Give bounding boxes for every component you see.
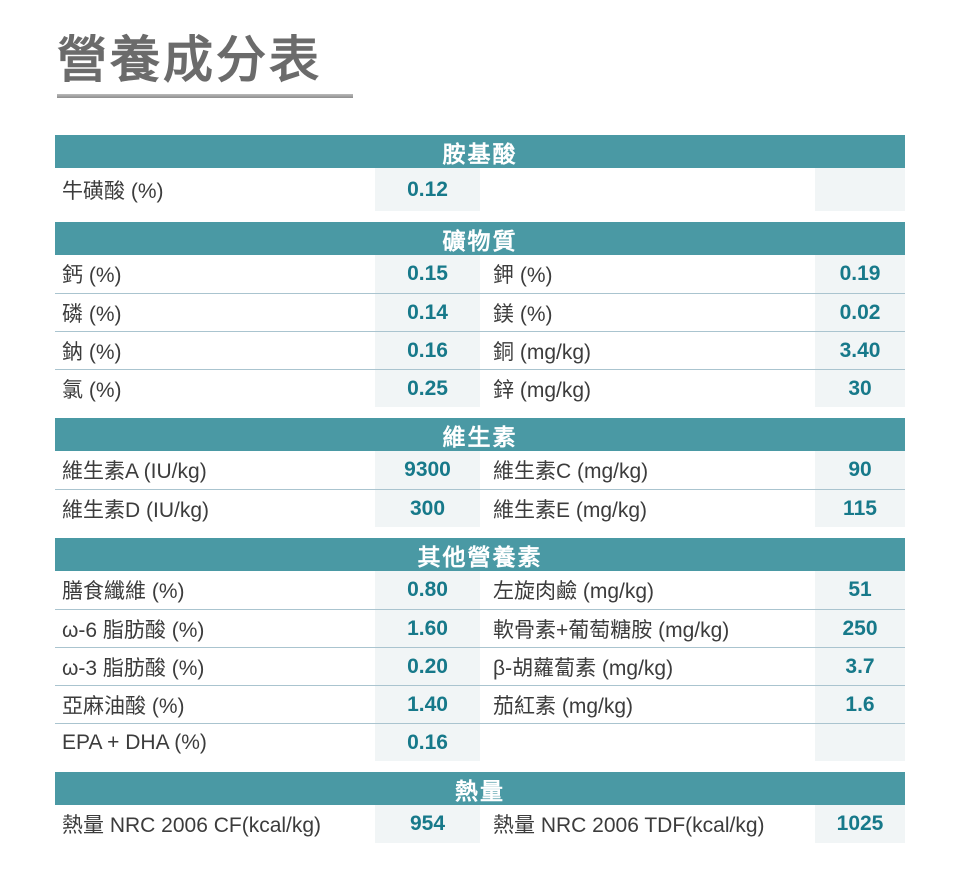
- title-underline: [57, 94, 353, 98]
- nutrient-value: 954: [375, 805, 480, 843]
- table-row: 鈉 (%) 0.16 銅 (mg/kg) 3.40: [55, 331, 905, 369]
- section-0: 胺基酸牛磺酸 (%) 0.12: [55, 135, 905, 211]
- nutrient-value: 0.16: [375, 332, 480, 369]
- nutrient-name: 膳食纖維 (%): [62, 580, 185, 603]
- section-4: 熱量 熱量 NRC 2006 CF(kcal/kg) 954 熱量 NRC 2006 …: [55, 772, 905, 843]
- nutrient-name: 熱量 NRC 2006 TDF(kcal/kg): [493, 814, 765, 837]
- nutrient-name: 鎂 (%): [493, 302, 553, 326]
- nutrient-value: 0.15: [375, 255, 480, 293]
- table-row: 亞麻油酸 (%) 1.40 茄紅素 (mg/kg) 1.6: [55, 685, 905, 723]
- table-row: EPA + DHA (%) 0.16: [55, 723, 905, 761]
- nutrient-name: 鉀 (%): [493, 264, 553, 287]
- table-row: 維生素D (IU/kg) 300 維生素E (mg/kg) 115: [55, 489, 905, 527]
- nutrient-value: [815, 724, 905, 761]
- nutrient-value: 0.02: [815, 294, 905, 331]
- nutrient-name: 銅 (mg/kg): [493, 340, 592, 364]
- table-row: 牛磺酸 (%) 0.12: [55, 168, 905, 211]
- nutrient-value: 250: [815, 610, 905, 647]
- nutrient-value: 9300: [375, 451, 480, 489]
- section-2: 維生素 維生素A (IU/kg) 9300 維生素C (mg/kg) 90 維生素D (I…: [55, 418, 905, 527]
- nutrient-name: β-胡蘿蔔素 (mg/kg): [493, 656, 674, 680]
- nutrient-value: 90: [815, 451, 905, 489]
- nutrient-value: 300: [375, 490, 480, 527]
- nutrient-name: ω-6 脂肪酸 (%): [62, 618, 205, 642]
- nutrient-name: 鈉 (%): [62, 340, 122, 364]
- table-row: 膳食纖維 (%) 0.80 左旋肉鹼 (mg/kg) 51: [55, 571, 905, 609]
- nutrient-name: 氯 (%): [62, 378, 122, 402]
- nutrient-value: 1.60: [375, 610, 480, 647]
- section-1: 礦物質鈣 (%) 0.15 鉀 (%) 0.19 磷 (%) 0.14 鎂 (%) 0.02 鈉…: [55, 222, 905, 407]
- section-header: 礦物質: [55, 222, 905, 255]
- table-row: ω-6 脂肪酸 (%) 1.60 軟骨素+葡萄糖胺 (mg/kg) 250: [55, 609, 905, 647]
- section-header: 其他營養素: [55, 538, 905, 571]
- section-header: 熱量: [55, 772, 905, 805]
- nutrient-name: 軟骨素+葡萄糖胺 (mg/kg): [493, 618, 730, 642]
- nutrient-value: 0.16: [375, 724, 480, 761]
- nutrient-value: 1.40: [375, 686, 480, 723]
- nutrient-value: 0.25: [375, 370, 480, 407]
- nutrient-value: 115: [815, 490, 905, 527]
- nutrient-value: 0.12: [375, 168, 480, 211]
- nutrient-name: 維生素C (mg/kg): [493, 460, 649, 483]
- nutrient-value: 3.40: [815, 332, 905, 369]
- nutrient-name: 鈣 (%): [62, 264, 122, 287]
- table-row: 鈣 (%) 0.15 鉀 (%) 0.19: [55, 255, 905, 293]
- nutrient-value: 30: [815, 370, 905, 407]
- nutrient-name: 維生素D (IU/kg): [62, 498, 209, 522]
- table-row: 氯 (%) 0.25 鋅 (mg/kg) 30: [55, 369, 905, 407]
- table-row: 磷 (%) 0.14 鎂 (%) 0.02: [55, 293, 905, 331]
- nutrient-value: 0.80: [375, 571, 480, 609]
- nutrient-name: 磷 (%): [62, 302, 122, 326]
- nutrient-value: 0.14: [375, 294, 480, 331]
- nutrient-name: 左旋肉鹼 (mg/kg): [493, 580, 655, 603]
- nutrient-name: ω-3 脂肪酸 (%): [62, 656, 205, 680]
- nutrient-name: [480, 724, 815, 761]
- section-3: 其他營養素 膳食纖維 (%) 0.80 左旋肉鹼 (mg/kg) 51 ω-6 脂肪酸 (…: [55, 538, 905, 761]
- nutrient-value: 3.7: [815, 648, 905, 685]
- page-title: 營養成分表: [57, 32, 322, 88]
- nutrient-name: EPA + DHA (%): [62, 730, 207, 754]
- section-header: 維生素: [55, 418, 905, 451]
- nutrient-value: 1.6: [815, 686, 905, 723]
- nutrient-name: 亞麻油酸 (%): [62, 694, 185, 718]
- table-row: 熱量 NRC 2006 CF(kcal/kg) 954 熱量 NRC 2006 TD…: [55, 805, 905, 843]
- nutrient-value: 0.20: [375, 648, 480, 685]
- nutrient-name: 茄紅素 (mg/kg): [493, 694, 634, 718]
- nutrient-value: 0.19: [815, 255, 905, 293]
- nutrient-name: [480, 168, 815, 211]
- nutrition-table: 胺基酸 牛磺酸 (%) 0.12 礦物質鈣 (%) 0.15 鉀 (%) 0.19 磷 (%)…: [55, 135, 905, 854]
- table-row: 維生素A (IU/kg) 9300 維生素C (mg/kg) 90: [55, 451, 905, 489]
- nutrient-name: 熱量 NRC 2006 CF(kcal/kg): [62, 814, 322, 837]
- nutrient-value: 51: [815, 571, 905, 609]
- nutrient-name: 維生素A (IU/kg): [62, 460, 207, 483]
- nutrient-name: 維生素E (mg/kg): [493, 498, 648, 522]
- nutrient-name: 牛磺酸 (%): [62, 179, 164, 203]
- nutrient-value: [815, 168, 905, 211]
- nutrient-value: 1025: [815, 805, 905, 843]
- section-header: 胺基酸: [55, 135, 905, 168]
- nutrient-name: 鋅 (mg/kg): [493, 378, 592, 402]
- table-row: ω-3 脂肪酸 (%) 0.20 β-胡蘿蔔素 (mg/kg) 3.7: [55, 647, 905, 685]
